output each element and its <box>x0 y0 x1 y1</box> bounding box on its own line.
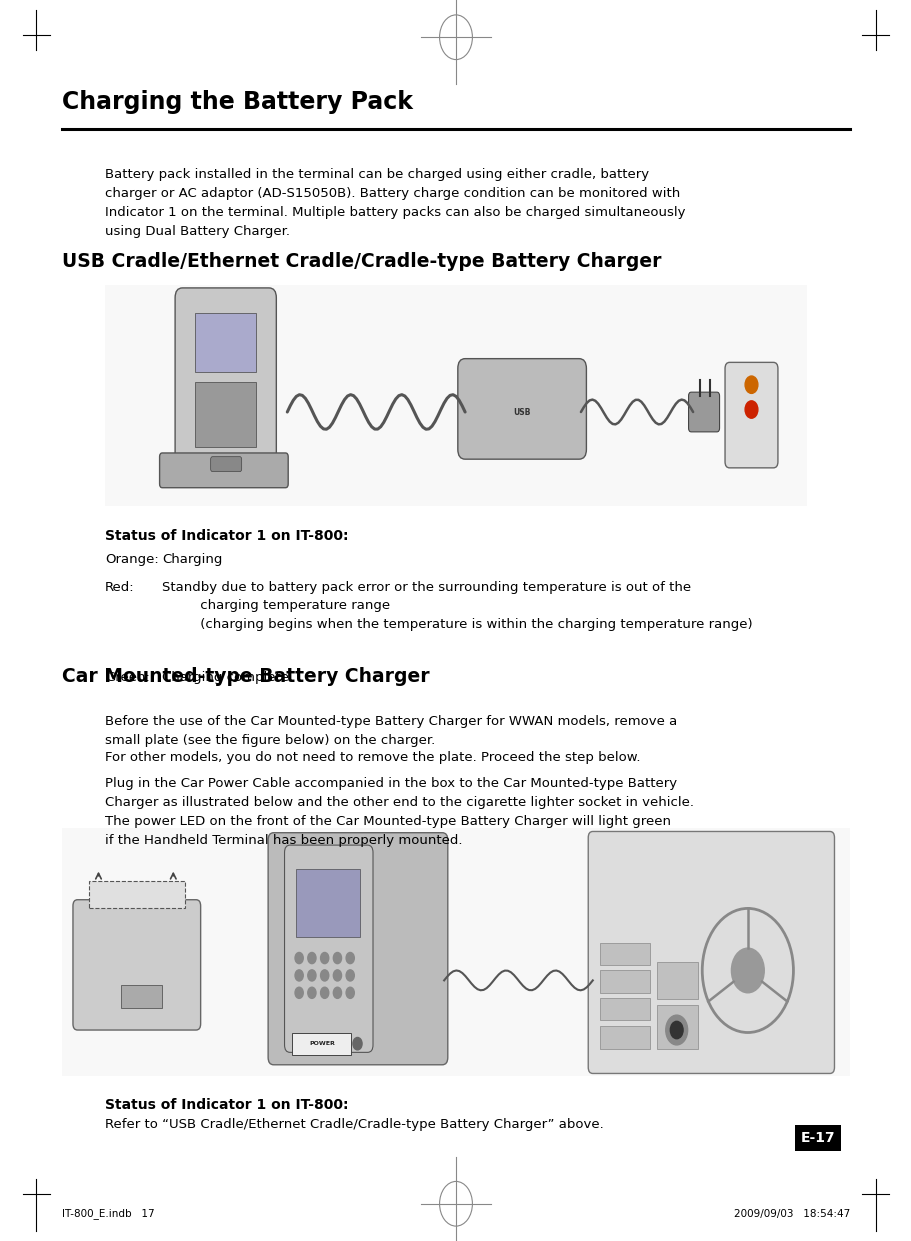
Circle shape <box>744 401 757 418</box>
Text: Green:: Green: <box>105 671 149 684</box>
Text: Status of Indicator 1 on IT-800:: Status of Indicator 1 on IT-800: <box>105 529 348 542</box>
Text: IT-800_E.indb   17: IT-800_E.indb 17 <box>62 1209 155 1219</box>
FancyBboxPatch shape <box>599 998 650 1020</box>
FancyBboxPatch shape <box>268 833 447 1065</box>
FancyBboxPatch shape <box>175 288 276 475</box>
Text: Charging: Charging <box>162 553 222 566</box>
FancyBboxPatch shape <box>599 943 650 965</box>
Text: Standby due to battery pack error or the surrounding temperature is out of the
 : Standby due to battery pack error or the… <box>162 581 752 630</box>
Text: Status of Indicator 1 on IT-800:: Status of Indicator 1 on IT-800: <box>105 1098 348 1112</box>
Text: Charging the Battery Pack: Charging the Battery Pack <box>62 91 413 114</box>
FancyBboxPatch shape <box>62 828 849 1076</box>
Text: Charging complete: Charging complete <box>162 671 289 684</box>
FancyBboxPatch shape <box>121 985 162 1008</box>
Text: POWER: POWER <box>309 1041 334 1046</box>
Circle shape <box>333 988 341 998</box>
Text: Before the use of the Car Mounted-type Battery Charger for WWAN models, remove a: Before the use of the Car Mounted-type B… <box>105 715 676 747</box>
Text: USB Cradle/Ethernet Cradle/Cradle-type Battery Charger: USB Cradle/Ethernet Cradle/Cradle-type B… <box>62 252 660 271</box>
Text: Battery pack installed in the terminal can be charged using either cradle, batte: Battery pack installed in the terminal c… <box>105 168 685 237</box>
Circle shape <box>346 953 353 963</box>
Text: Red:: Red: <box>105 581 134 593</box>
FancyBboxPatch shape <box>688 392 719 432</box>
Circle shape <box>670 1021 682 1039</box>
FancyBboxPatch shape <box>588 831 834 1073</box>
FancyBboxPatch shape <box>89 881 185 908</box>
Circle shape <box>308 988 316 998</box>
Circle shape <box>333 953 341 963</box>
Circle shape <box>295 953 303 963</box>
FancyBboxPatch shape <box>195 313 256 372</box>
Circle shape <box>346 970 353 980</box>
FancyBboxPatch shape <box>195 382 256 447</box>
Circle shape <box>346 988 353 998</box>
Circle shape <box>321 988 328 998</box>
FancyBboxPatch shape <box>599 1026 650 1049</box>
FancyBboxPatch shape <box>457 359 586 459</box>
Circle shape <box>308 970 316 980</box>
Circle shape <box>295 970 303 980</box>
FancyBboxPatch shape <box>284 845 373 1052</box>
Text: USB: USB <box>512 407 530 417</box>
Circle shape <box>295 988 303 998</box>
Circle shape <box>308 953 316 963</box>
Circle shape <box>353 1037 362 1050</box>
FancyBboxPatch shape <box>296 869 360 937</box>
Text: E-17: E-17 <box>800 1131 834 1145</box>
Text: 2009/09/03   18:54:47: 2009/09/03 18:54:47 <box>733 1209 849 1219</box>
Text: Plug in the Car Power Cable accompanied in the box to the Car Mounted-type Batte: Plug in the Car Power Cable accompanied … <box>105 777 693 846</box>
Circle shape <box>321 953 328 963</box>
Circle shape <box>321 970 328 980</box>
FancyBboxPatch shape <box>159 453 288 488</box>
FancyBboxPatch shape <box>105 285 806 506</box>
FancyBboxPatch shape <box>656 1005 697 1049</box>
Text: For other models, you do not need to remove the plate. Proceed the step below.: For other models, you do not need to rem… <box>105 751 640 763</box>
Text: Refer to “USB Cradle/Ethernet Cradle/Cradle-type Battery Charger” above.: Refer to “USB Cradle/Ethernet Cradle/Cra… <box>105 1118 603 1131</box>
Text: Orange:: Orange: <box>105 553 159 566</box>
FancyBboxPatch shape <box>599 970 650 993</box>
Circle shape <box>744 376 757 393</box>
FancyBboxPatch shape <box>292 1033 351 1055</box>
FancyBboxPatch shape <box>724 362 777 468</box>
FancyBboxPatch shape <box>656 962 697 999</box>
Circle shape <box>333 970 341 980</box>
Text: Car Mounted-type Battery Charger: Car Mounted-type Battery Charger <box>62 668 429 686</box>
FancyBboxPatch shape <box>73 900 200 1030</box>
FancyBboxPatch shape <box>210 457 241 472</box>
Circle shape <box>731 948 763 993</box>
Circle shape <box>665 1015 687 1045</box>
